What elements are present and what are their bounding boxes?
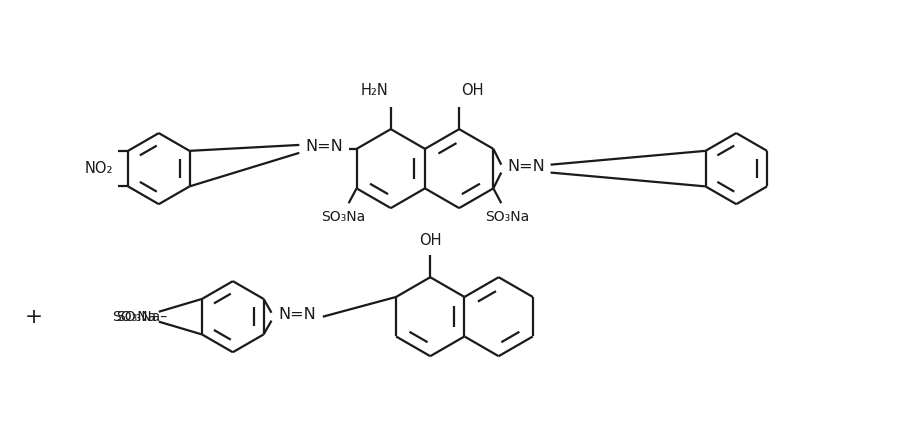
Text: N=N: N=N — [305, 139, 343, 155]
Text: OH: OH — [419, 233, 442, 248]
Text: SO₃Na: SO₃Na — [485, 210, 529, 224]
Text: SO₃Na: SO₃Na — [112, 310, 157, 324]
Text: H₂N: H₂N — [361, 83, 389, 97]
Text: NO₂: NO₂ — [85, 161, 113, 176]
Text: OH: OH — [461, 83, 483, 97]
Text: N=N: N=N — [507, 159, 544, 174]
Text: +: + — [24, 307, 42, 326]
Text: N=N: N=N — [278, 307, 316, 322]
Text: SO₃Na–: SO₃Na– — [116, 310, 167, 324]
Text: SO₃Na: SO₃Na — [320, 210, 364, 224]
